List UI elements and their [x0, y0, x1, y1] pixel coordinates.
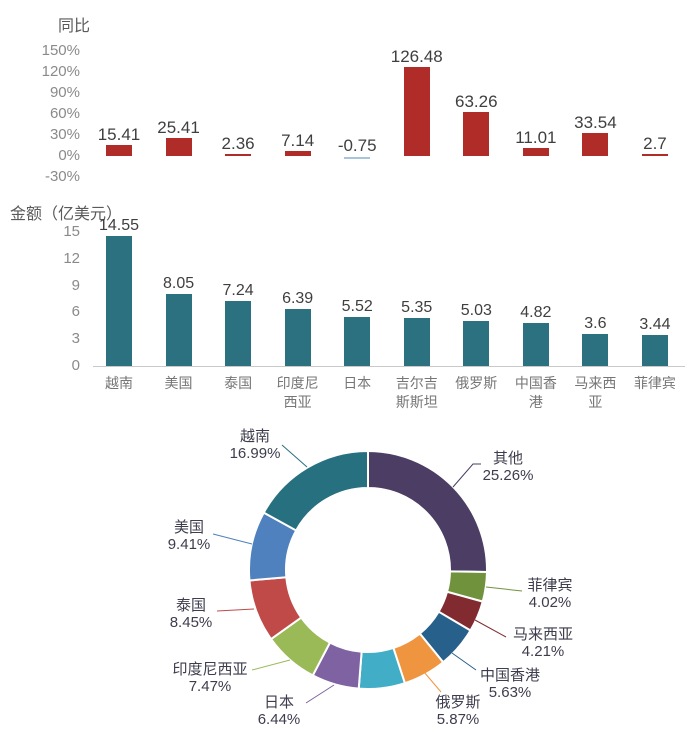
amount-category-label-6: 俄罗斯	[455, 375, 498, 391]
donut-segment-10	[262, 449, 369, 532]
donut-label-0: 其他 25.26%	[482, 450, 534, 484]
amount-bar-9	[641, 335, 668, 366]
yoy-value-label-9: 2.7	[643, 134, 667, 153]
yoy-value-label-0: 15.41	[97, 125, 141, 145]
amount-category-label-8: 马来西 亚	[574, 375, 617, 410]
amount-value-label-1: 8.05	[162, 275, 195, 293]
yoy-chart-title: 同比	[58, 18, 91, 35]
amount-value-label-9: 3.44	[639, 316, 671, 334]
amount-value-label-2: 7.24	[222, 282, 254, 300]
yoy-bar-4	[344, 157, 371, 159]
amount-category-label-3: 印度尼 西亚	[276, 375, 319, 410]
amount-category-label-4: 日本	[343, 375, 372, 391]
donut-leader-line-0	[452, 463, 481, 488]
amount-bar-0	[106, 236, 132, 366]
amount-ytick-label-3: 6	[71, 303, 80, 321]
yoy-ytick-label-0: 150%	[41, 42, 80, 59]
yoy-value-label-4: -0.75	[337, 136, 377, 155]
yoy-bar-8	[582, 132, 609, 156]
amount-chart-title: 金额（亿美元）	[10, 206, 123, 223]
donut-leader-line-8	[216, 608, 255, 612]
donut-leader-line-4	[423, 671, 442, 693]
donut-label-7: 印度尼西亚 7.47%	[172, 661, 248, 695]
yoy-ytick-label-1: 120%	[41, 63, 80, 80]
yoy-ytick-label-6: -30%	[44, 168, 80, 185]
donut-leader-line-7	[251, 659, 291, 671]
yoy-ytick-label-4: 30%	[49, 126, 80, 143]
amount-category-label-7: 中国香 港	[514, 375, 557, 410]
donut-label-8: 泰国 8.45%	[169, 597, 213, 631]
donut-label-10: 越南 16.99%	[229, 428, 281, 462]
donut-leader-line-1	[485, 586, 523, 592]
yoy-value-label-8: 33.54	[574, 112, 617, 132]
donut-leader-line-9	[212, 533, 253, 545]
yoy-bar-9	[641, 154, 668, 156]
yoy-value-label-2: 2.36	[221, 134, 255, 153]
amount-category-label-9: 菲律宾	[633, 375, 676, 391]
donut-label-9: 美国 9.41%	[167, 519, 211, 553]
amount-ytick-label-2: 9	[71, 276, 80, 294]
yoy-bar-0	[106, 145, 132, 156]
yoy-bar-2	[225, 154, 252, 156]
amount-ytick-label-5: 0	[71, 357, 80, 374]
amount-bar-4	[344, 316, 371, 366]
yoy-ytick-label-5: 0%	[58, 147, 80, 164]
amount-value-label-3: 6.39	[282, 289, 314, 307]
amount-value-label-6: 5.03	[460, 302, 492, 320]
yoy-value-label-3: 7.14	[281, 131, 315, 150]
donut-label-4: 俄罗斯 5.87%	[435, 694, 481, 728]
donut-label-3: 中国香港 5.63%	[479, 667, 540, 701]
donut-label-1: 菲律宾 4.02%	[527, 577, 573, 611]
amount-value-label-7: 4.82	[520, 303, 552, 321]
amount-bar-1	[165, 294, 192, 366]
yoy-bar-7	[522, 148, 549, 156]
yoy-value-label-1: 25.41	[157, 118, 200, 138]
yoy-ytick-label-2: 90%	[49, 84, 80, 101]
donut-leader-line-3	[451, 652, 477, 671]
yoy-bar-1	[165, 138, 192, 156]
amount-bar-6	[463, 321, 490, 366]
yoy-value-label-6: 63.26	[455, 91, 498, 111]
amount-bar-8	[582, 333, 609, 366]
yoy-ytick-label-3: 60%	[49, 105, 80, 122]
amount-category-label-0: 越南	[105, 375, 133, 391]
donut-leader-line-10	[281, 444, 308, 468]
amount-value-label-8: 3.6	[584, 314, 607, 332]
amount-value-label-5: 5.35	[401, 299, 433, 317]
yoy-bar-3	[284, 151, 311, 156]
donut-leader-line-2	[474, 619, 507, 638]
amount-value-label-4: 5.52	[341, 297, 373, 315]
yoy-bar-5	[403, 67, 430, 156]
yoy-value-label-5: 126.48	[390, 47, 443, 67]
amount-category-label-2: 泰国	[224, 375, 253, 391]
amount-category-label-1: 美国	[164, 375, 193, 391]
donut-label-2: 马来西亚 4.21%	[512, 626, 573, 660]
donut-leader-line-6	[305, 684, 335, 704]
amount-ytick-label-1: 12	[63, 249, 80, 267]
amount-value-label-0: 14.55	[98, 217, 140, 235]
amount-ytick-label-0: 15	[63, 223, 80, 240]
amount-x-axis	[93, 366, 685, 367]
amount-bar-5	[403, 318, 430, 366]
amount-category-label-5: 吉尔吉 斯斯坦	[395, 375, 438, 410]
amount-bar-2	[225, 301, 252, 366]
amount-bar-3	[284, 308, 311, 366]
donut-label-6: 日本 6.44%	[257, 694, 301, 728]
amount-bar-7	[522, 322, 549, 366]
amount-ytick-label-4: 3	[71, 330, 80, 348]
yoy-bar-6	[463, 111, 490, 156]
yoy-value-label-7: 11.01	[515, 128, 557, 148]
